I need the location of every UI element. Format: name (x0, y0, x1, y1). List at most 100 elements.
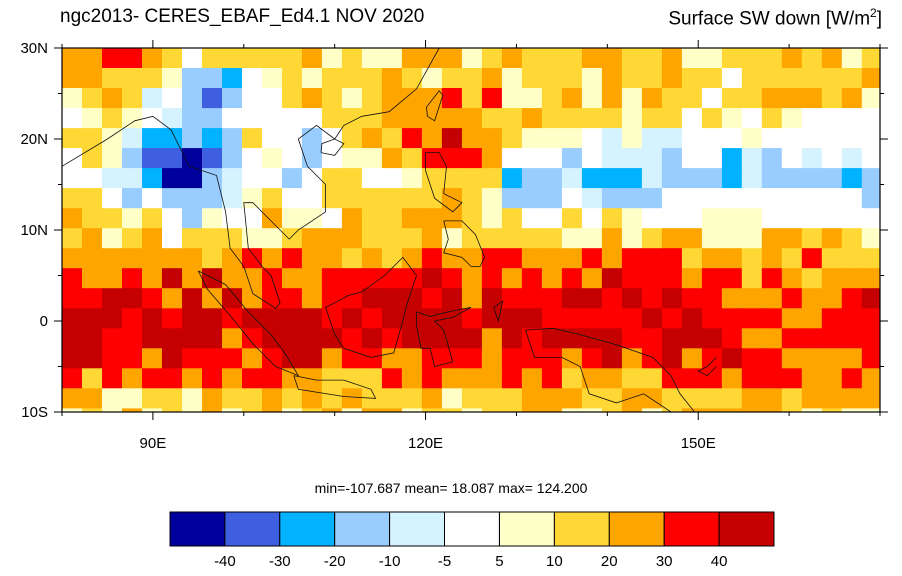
field-cell (581, 308, 603, 329)
field-cell (102, 328, 123, 349)
field-cell (282, 408, 303, 412)
field-cell (621, 188, 643, 209)
field-cell (162, 328, 183, 349)
field-cell (341, 328, 363, 349)
field-cell (461, 308, 483, 329)
field-cell (222, 168, 243, 189)
field-cell (761, 228, 783, 249)
field-cell (441, 168, 463, 189)
field-cell (501, 348, 523, 369)
field-cell (741, 128, 763, 149)
field-cell (581, 228, 603, 249)
field-cell (521, 388, 543, 409)
field-cell (741, 168, 763, 189)
field-cell (102, 308, 123, 329)
field-cell (122, 328, 143, 349)
field-cell (841, 208, 863, 229)
field-cell (162, 48, 183, 69)
field-cell (761, 328, 783, 349)
field-cell (681, 288, 703, 309)
field-cell (162, 68, 183, 89)
field-cell (761, 128, 783, 149)
field-cell (741, 108, 763, 129)
field-cell (202, 268, 223, 289)
field-cell (62, 268, 83, 289)
field-cell (301, 348, 323, 369)
field-cell (401, 328, 423, 349)
field-cell (242, 208, 263, 229)
field-cell (501, 228, 523, 249)
field-cell (182, 308, 203, 329)
field-cell (821, 308, 843, 329)
field-cell (681, 188, 703, 209)
coastline (325, 256, 417, 358)
field-cell (601, 348, 623, 369)
field-cell (222, 68, 243, 89)
field-cell (661, 68, 683, 89)
field-cell (321, 208, 343, 229)
field-cell (681, 148, 703, 169)
field-cell (301, 88, 323, 109)
field-cell (122, 268, 143, 289)
field-cell (781, 388, 803, 409)
field-cell (761, 248, 783, 269)
coastline (293, 375, 377, 399)
field-cell (541, 308, 563, 329)
field-cell (82, 248, 103, 269)
field-cell (202, 188, 223, 209)
field-cell (122, 168, 143, 189)
field-cell (282, 228, 303, 249)
field-cell (282, 248, 303, 269)
field-cell (262, 108, 283, 129)
field-cell (681, 268, 703, 289)
field-cell (262, 68, 283, 89)
field-cell (82, 288, 103, 309)
field-cell (601, 248, 623, 269)
field-cell (841, 268, 863, 289)
latitude-label: 10S (21, 404, 48, 421)
field-cell (741, 308, 763, 329)
field-cell (301, 368, 323, 389)
field-cell (262, 188, 283, 209)
field-cell (242, 228, 263, 249)
field-cell (62, 288, 83, 309)
field-cell (641, 208, 663, 229)
field-cell (222, 388, 243, 409)
field-cell (461, 188, 483, 209)
field-cell (262, 248, 283, 269)
field-cell (122, 188, 143, 209)
field-cell (441, 248, 463, 269)
field-cell (202, 388, 223, 409)
field-cell (82, 168, 103, 189)
field-cell (122, 68, 143, 89)
field-cell (381, 268, 403, 289)
field-cell (461, 68, 483, 89)
field-cell (122, 88, 143, 109)
field-cell (701, 268, 723, 289)
field-cell (541, 88, 563, 109)
field-cell (341, 88, 363, 109)
field-cell (501, 128, 523, 149)
field-cell (421, 288, 443, 309)
field-cell (481, 128, 503, 149)
field-cell (202, 308, 223, 329)
field-cell (641, 248, 663, 269)
field-cell (841, 408, 863, 412)
field-cell (581, 388, 603, 409)
field-cell (242, 188, 263, 209)
field-cell (361, 68, 383, 89)
field-cell (182, 248, 203, 269)
field-cell (721, 228, 743, 249)
field-cell (761, 348, 783, 369)
field-cell (661, 188, 683, 209)
field-cell (102, 168, 123, 189)
field-cell (861, 308, 880, 329)
field-cell (142, 188, 163, 209)
field-cell (841, 308, 863, 329)
field-cell (182, 288, 203, 309)
field-cell (321, 348, 343, 369)
field-cell (82, 108, 103, 129)
field-cell (521, 148, 543, 169)
field-cell (861, 348, 880, 369)
field-cell (242, 108, 263, 129)
